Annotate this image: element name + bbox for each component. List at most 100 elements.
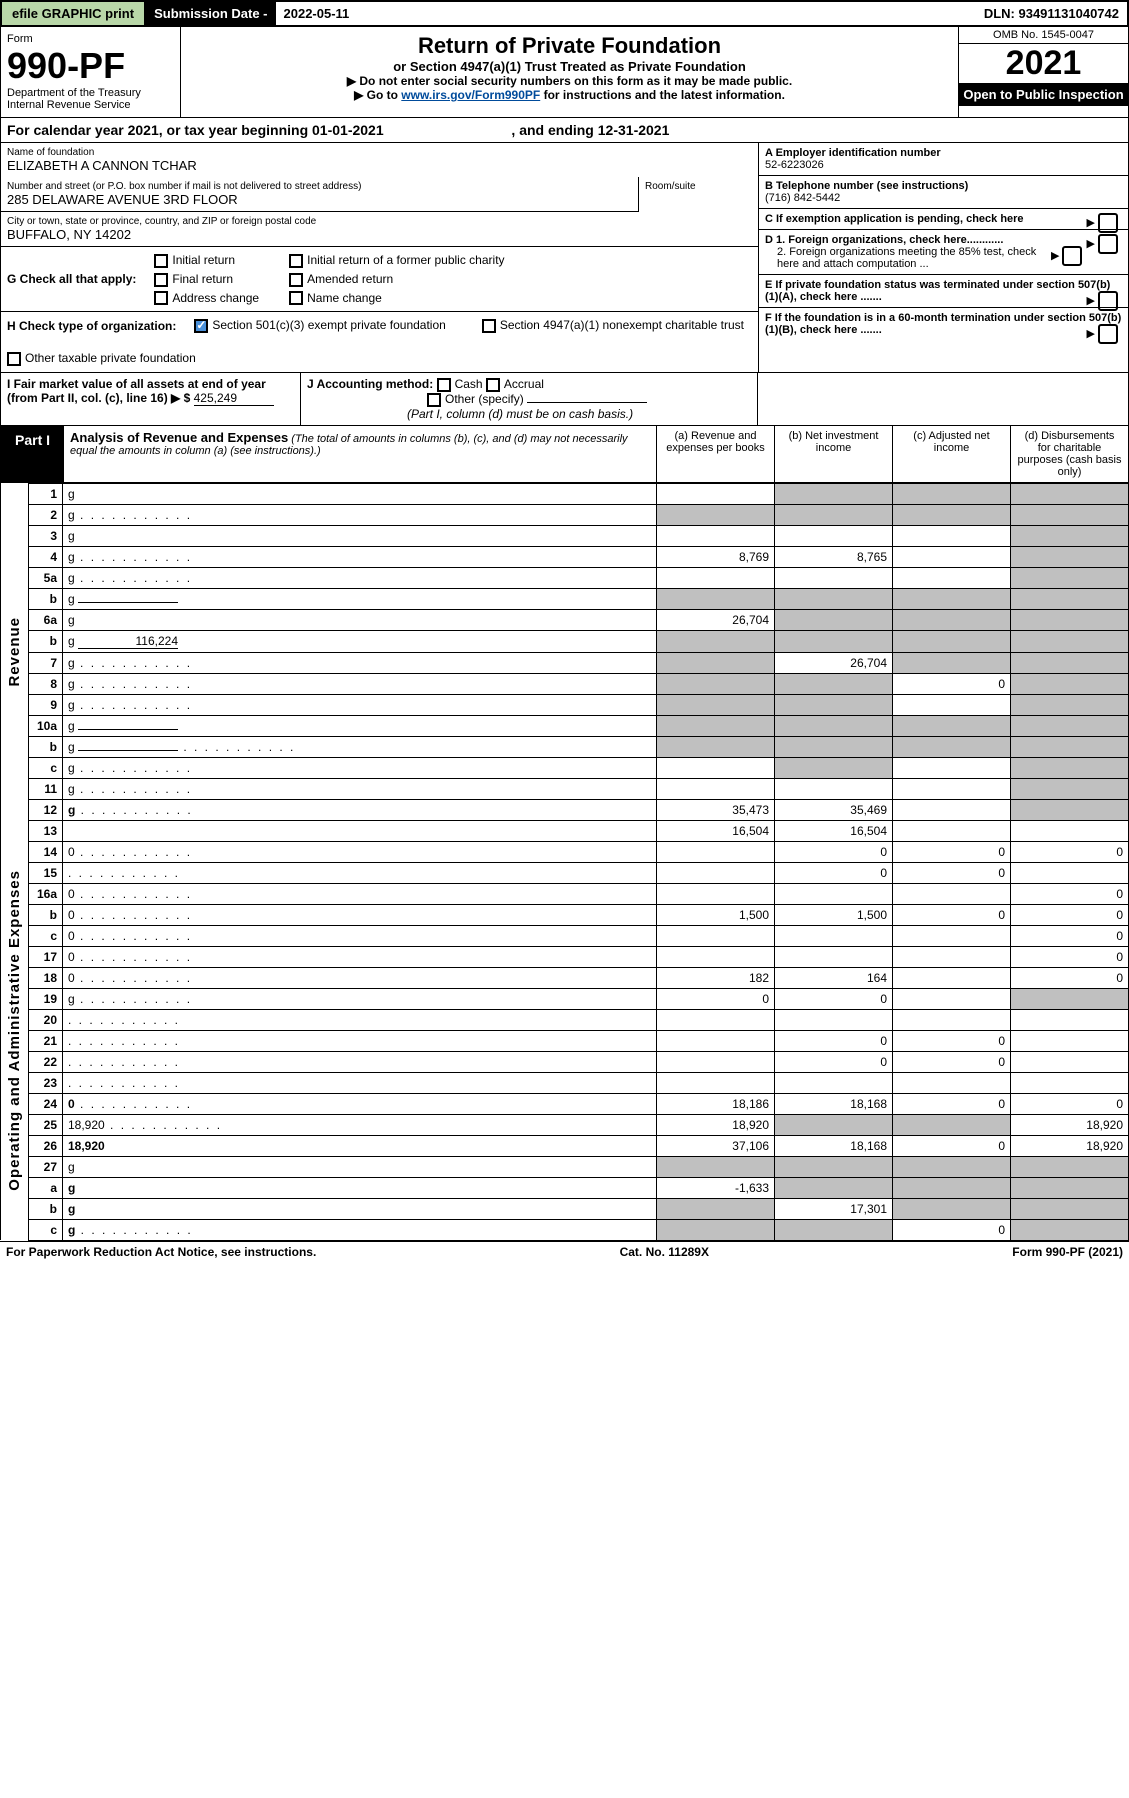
amount-cell: 164 (775, 967, 893, 988)
amount-cell: 0 (893, 1219, 1011, 1240)
efile-print-button[interactable]: efile GRAPHIC print (2, 2, 146, 25)
amount-cell: 16,504 (657, 820, 775, 841)
amount-cell (657, 715, 775, 736)
line-number: 18 (29, 967, 63, 988)
footer-mid: Cat. No. 11289X (620, 1245, 709, 1259)
line-description (63, 1072, 657, 1093)
checkbox-initial-public[interactable] (289, 254, 303, 268)
line-number: 2 (29, 504, 63, 525)
line-description: 0 (63, 904, 657, 925)
amount-cell (775, 736, 893, 757)
checkbox-name-change[interactable] (289, 291, 303, 305)
amount-cell (657, 652, 775, 673)
line-description: g (63, 1198, 657, 1219)
checkbox-cash[interactable] (437, 378, 451, 392)
checkbox-amended[interactable] (289, 273, 303, 287)
line-description: 0 (63, 883, 657, 904)
amount-cell (1011, 609, 1129, 630)
amount-cell (1011, 757, 1129, 778)
table-row: bg 116,224 (1, 630, 1129, 652)
line-description: 0 (63, 1093, 657, 1114)
table-row: bg17,301 (1, 1198, 1129, 1219)
line-description: 0 (63, 946, 657, 967)
line-description (63, 1009, 657, 1030)
amount-cell: -1,633 (657, 1177, 775, 1198)
amount-cell: 35,469 (775, 799, 893, 820)
checkbox-e[interactable] (1098, 291, 1118, 311)
amount-cell (775, 1156, 893, 1177)
amount-cell (1011, 673, 1129, 694)
amount-cell (657, 1198, 775, 1219)
tax-year: 2021 (959, 44, 1128, 83)
amount-cell (775, 630, 893, 652)
amount-cell: 0 (1011, 946, 1129, 967)
line-number: b (29, 588, 63, 609)
table-row: Revenue1g (1, 483, 1129, 504)
checkbox-d2[interactable] (1062, 246, 1082, 266)
amount-cell: 0 (893, 841, 1011, 862)
line-number: 25 (29, 1114, 63, 1135)
amount-cell (657, 862, 775, 883)
amount-cell (775, 946, 893, 967)
table-row: 6ag26,704 (1, 609, 1129, 630)
amount-cell (657, 673, 775, 694)
amount-cell (775, 883, 893, 904)
amount-cell: 0 (1011, 967, 1129, 988)
checkbox-501c3[interactable] (194, 319, 208, 333)
checkbox-c[interactable] (1098, 213, 1118, 233)
amount-cell (657, 567, 775, 588)
line-description: g (63, 1156, 657, 1177)
amount-cell (893, 967, 1011, 988)
amount-cell: 18,186 (657, 1093, 775, 1114)
amount-cell: 26,704 (775, 652, 893, 673)
amount-cell (657, 841, 775, 862)
amount-cell (657, 483, 775, 504)
form-number: 990-PF (7, 45, 174, 87)
table-row: 4g8,7698,765 (1, 546, 1129, 567)
amount-cell (893, 988, 1011, 1009)
section-d2: 2. Foreign organizations meeting the 85%… (765, 246, 1045, 270)
amount-cell (657, 778, 775, 799)
checkbox-accrual[interactable] (486, 378, 500, 392)
section-c-label: C If exemption application is pending, c… (765, 213, 1024, 225)
checkbox-address-change[interactable] (154, 291, 168, 305)
line-number: 20 (29, 1009, 63, 1030)
open-to-public: Open to Public Inspection (959, 83, 1128, 106)
amount-cell (893, 588, 1011, 609)
checkbox-final-return[interactable] (154, 273, 168, 287)
checkbox-other-taxable[interactable] (7, 352, 21, 366)
checkbox-initial-return[interactable] (154, 254, 168, 268)
amount-cell (893, 946, 1011, 967)
line-description (63, 820, 657, 841)
amount-cell: 18,920 (1011, 1135, 1129, 1156)
instructions-link[interactable]: www.irs.gov/Form990PF (401, 88, 540, 102)
submission-date: 2022-05-11 (276, 2, 358, 25)
line-description: g (63, 736, 657, 757)
amount-cell (775, 715, 893, 736)
amount-cell (1011, 546, 1129, 567)
table-row: 10ag (1, 715, 1129, 736)
checkbox-d1[interactable] (1098, 234, 1118, 254)
section-h: H Check type of organization: Section 50… (1, 312, 758, 372)
table-row: c00 (1, 925, 1129, 946)
amount-cell (893, 1177, 1011, 1198)
table-row: 2100 (1, 1030, 1129, 1051)
line-description: g (63, 504, 657, 525)
table-row: 140000 (1, 841, 1129, 862)
calendar-year-row: For calendar year 2021, or tax year begi… (0, 118, 1129, 143)
line-number: c (29, 925, 63, 946)
header-note-2: ▶ Go to www.irs.gov/Form990PF for instru… (187, 88, 952, 102)
amount-cell (657, 1156, 775, 1177)
checkbox-other-method[interactable] (427, 393, 441, 407)
amount-cell (1011, 799, 1129, 820)
amount-cell (657, 1030, 775, 1051)
checkbox-f[interactable] (1098, 324, 1118, 344)
amount-cell: 17,301 (775, 1198, 893, 1219)
table-row: 1801821640 (1, 967, 1129, 988)
amount-cell (657, 925, 775, 946)
amount-cell (893, 609, 1011, 630)
amount-cell: 182 (657, 967, 775, 988)
ein-label: A Employer identification number (765, 147, 941, 159)
amount-cell (657, 1051, 775, 1072)
checkbox-4947a1[interactable] (482, 319, 496, 333)
